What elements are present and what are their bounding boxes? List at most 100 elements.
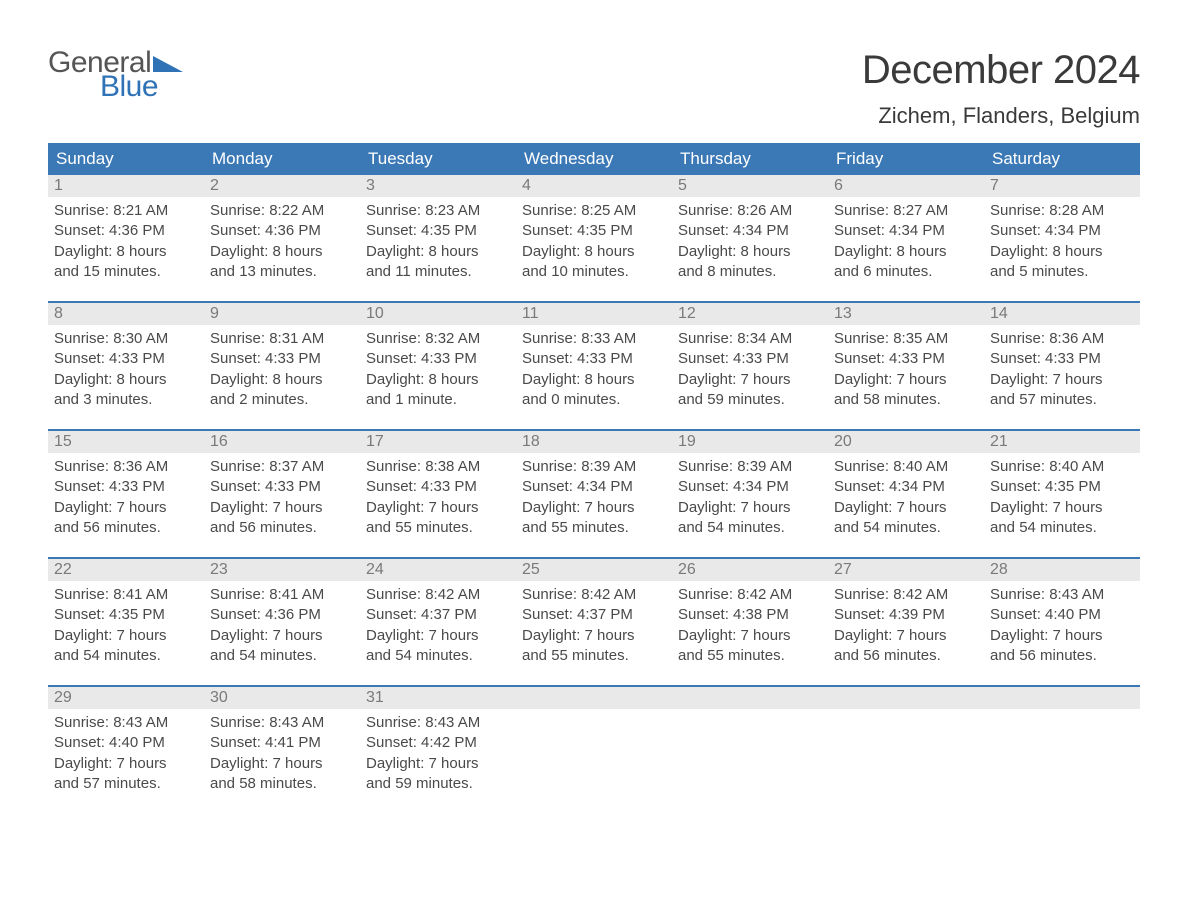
daylight-text: and 56 minutes. [990,646,1134,666]
daylight-text: and 1 minute. [366,390,510,410]
daylight-text: and 54 minutes. [834,518,978,538]
daylight-text: Daylight: 7 hours [522,626,666,646]
daylight-text: Daylight: 7 hours [210,498,354,518]
day-header: Monday [204,143,360,175]
day-number: 24 [360,559,516,581]
day-cell: Sunrise: 8:43 AMSunset: 4:40 PMDaylight:… [48,709,204,797]
daynum-row: 293031 [48,687,1140,709]
sunrise-text: Sunrise: 8:21 AM [54,201,198,221]
daylight-text: Daylight: 7 hours [834,626,978,646]
day-cell: Sunrise: 8:23 AMSunset: 4:35 PMDaylight:… [360,197,516,285]
day-header: Tuesday [360,143,516,175]
day-number: 23 [204,559,360,581]
daylight-text: and 55 minutes. [678,646,822,666]
title-block: December 2024 Zichem, Flanders, Belgium [862,48,1140,129]
day-cell: Sunrise: 8:25 AMSunset: 4:35 PMDaylight:… [516,197,672,285]
daylight-text: and 2 minutes. [210,390,354,410]
sunrise-text: Sunrise: 8:34 AM [678,329,822,349]
day-cell: Sunrise: 8:22 AMSunset: 4:36 PMDaylight:… [204,197,360,285]
daynum-row: 15161718192021 [48,431,1140,453]
sunset-text: Sunset: 4:38 PM [678,605,822,625]
daylight-text: and 3 minutes. [54,390,198,410]
day-cell: Sunrise: 8:36 AMSunset: 4:33 PMDaylight:… [984,325,1140,413]
day-number [672,687,828,709]
day-cell: Sunrise: 8:30 AMSunset: 4:33 PMDaylight:… [48,325,204,413]
content-row: Sunrise: 8:36 AMSunset: 4:33 PMDaylight:… [48,453,1140,541]
day-cell: Sunrise: 8:27 AMSunset: 4:34 PMDaylight:… [828,197,984,285]
sunrise-text: Sunrise: 8:42 AM [366,585,510,605]
daylight-text: Daylight: 7 hours [990,370,1134,390]
day-header: Sunday [48,143,204,175]
daylight-text: Daylight: 7 hours [210,754,354,774]
daylight-text: Daylight: 8 hours [678,242,822,262]
day-number: 29 [48,687,204,709]
daylight-text: and 6 minutes. [834,262,978,282]
calendar: SundayMondayTuesdayWednesdayThursdayFrid… [48,143,1140,797]
day-cell: Sunrise: 8:39 AMSunset: 4:34 PMDaylight:… [516,453,672,541]
day-number: 21 [984,431,1140,453]
sunset-text: Sunset: 4:35 PM [366,221,510,241]
sunrise-text: Sunrise: 8:43 AM [990,585,1134,605]
day-cell: Sunrise: 8:28 AMSunset: 4:34 PMDaylight:… [984,197,1140,285]
day-cell: Sunrise: 8:36 AMSunset: 4:33 PMDaylight:… [48,453,204,541]
daylight-text: Daylight: 7 hours [522,498,666,518]
daynum-row: 22232425262728 [48,559,1140,581]
sunrise-text: Sunrise: 8:43 AM [210,713,354,733]
day-number: 13 [828,303,984,325]
sunset-text: Sunset: 4:40 PM [54,733,198,753]
daylight-text: and 10 minutes. [522,262,666,282]
day-cell: Sunrise: 8:43 AMSunset: 4:41 PMDaylight:… [204,709,360,797]
daylight-text: Daylight: 8 hours [54,242,198,262]
sunrise-text: Sunrise: 8:27 AM [834,201,978,221]
daylight-text: Daylight: 8 hours [54,370,198,390]
sunrise-text: Sunrise: 8:40 AM [990,457,1134,477]
sunset-text: Sunset: 4:33 PM [210,349,354,369]
day-cell: Sunrise: 8:42 AMSunset: 4:38 PMDaylight:… [672,581,828,669]
day-number: 3 [360,175,516,197]
sunrise-text: Sunrise: 8:26 AM [678,201,822,221]
day-cell: Sunrise: 8:31 AMSunset: 4:33 PMDaylight:… [204,325,360,413]
sunrise-text: Sunrise: 8:23 AM [366,201,510,221]
day-number [828,687,984,709]
sunrise-text: Sunrise: 8:22 AM [210,201,354,221]
daylight-text: and 11 minutes. [366,262,510,282]
day-cell: Sunrise: 8:42 AMSunset: 4:37 PMDaylight:… [360,581,516,669]
content-row: Sunrise: 8:21 AMSunset: 4:36 PMDaylight:… [48,197,1140,285]
daylight-text: and 57 minutes. [990,390,1134,410]
sunset-text: Sunset: 4:33 PM [990,349,1134,369]
day-cell: Sunrise: 8:21 AMSunset: 4:36 PMDaylight:… [48,197,204,285]
weeks-container: 1234567Sunrise: 8:21 AMSunset: 4:36 PMDa… [48,175,1140,797]
sunset-text: Sunset: 4:40 PM [990,605,1134,625]
day-number: 1 [48,175,204,197]
daylight-text: and 55 minutes. [366,518,510,538]
daylight-text: Daylight: 7 hours [54,754,198,774]
day-cell [984,709,1140,797]
daylight-text: and 56 minutes. [210,518,354,538]
day-number: 26 [672,559,828,581]
daylight-text: and 58 minutes. [210,774,354,794]
day-cell: Sunrise: 8:41 AMSunset: 4:36 PMDaylight:… [204,581,360,669]
day-number: 7 [984,175,1140,197]
day-number: 25 [516,559,672,581]
sunset-text: Sunset: 4:34 PM [522,477,666,497]
daylight-text: and 59 minutes. [366,774,510,794]
sunrise-text: Sunrise: 8:39 AM [522,457,666,477]
daynum-row: 891011121314 [48,303,1140,325]
day-number: 11 [516,303,672,325]
day-cell: Sunrise: 8:42 AMSunset: 4:37 PMDaylight:… [516,581,672,669]
day-cell: Sunrise: 8:38 AMSunset: 4:33 PMDaylight:… [360,453,516,541]
month-title: December 2024 [862,48,1140,93]
daylight-text: Daylight: 7 hours [54,626,198,646]
day-number: 5 [672,175,828,197]
sunrise-text: Sunrise: 8:28 AM [990,201,1134,221]
daylight-text: Daylight: 7 hours [834,498,978,518]
daylight-text: Daylight: 7 hours [54,498,198,518]
daylight-text: Daylight: 7 hours [678,370,822,390]
day-number: 17 [360,431,516,453]
day-number: 16 [204,431,360,453]
sunrise-text: Sunrise: 8:42 AM [834,585,978,605]
sunrise-text: Sunrise: 8:33 AM [522,329,666,349]
day-cell: Sunrise: 8:26 AMSunset: 4:34 PMDaylight:… [672,197,828,285]
daylight-text: Daylight: 7 hours [210,626,354,646]
sunset-text: Sunset: 4:33 PM [834,349,978,369]
